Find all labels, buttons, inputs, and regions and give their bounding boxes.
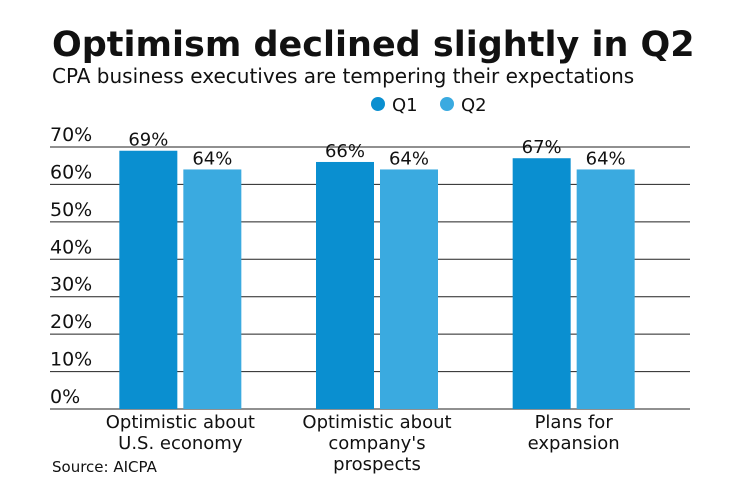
legend-swatch — [440, 97, 454, 111]
bar — [183, 169, 242, 409]
x-tick-label: company's — [328, 433, 425, 454]
legend-label: Q2 — [461, 95, 487, 116]
y-tick-label: 50% — [50, 199, 92, 221]
bar — [380, 169, 438, 409]
bar — [119, 150, 178, 409]
chart-title: Optimism declined slightly in Q2 — [52, 25, 695, 65]
value-label: 66% — [325, 141, 365, 162]
chart-subtitle: CPA business executives are tempering th… — [52, 64, 634, 88]
value-label: 67% — [522, 137, 562, 158]
bar — [316, 161, 374, 409]
bar — [512, 158, 571, 409]
bar — [576, 169, 635, 409]
x-tick-label: prospects — [333, 454, 421, 475]
legend-swatch — [371, 97, 385, 111]
value-label: 64% — [192, 148, 232, 169]
legend-label: Q1 — [392, 95, 418, 116]
x-tick-label: U.S. economy — [118, 433, 243, 454]
x-tick-label: Optimistic about — [302, 412, 451, 433]
value-label: 64% — [389, 148, 429, 169]
x-tick-label: Plans for — [535, 412, 614, 433]
value-label: 69% — [128, 130, 168, 151]
y-tick-label: 30% — [50, 274, 92, 296]
y-tick-label: 0% — [50, 386, 80, 408]
y-tick-label: 20% — [50, 311, 92, 333]
value-label: 64% — [586, 148, 626, 169]
y-tick-label: 40% — [50, 236, 92, 258]
x-tick-label: Optimistic about — [106, 412, 255, 433]
y-tick-label: 60% — [50, 161, 92, 183]
source: Source: AICPA — [52, 458, 158, 476]
x-tick-label: expansion — [528, 433, 620, 454]
y-tick-label: 70% — [50, 124, 92, 146]
y-tick-label: 10% — [50, 349, 92, 371]
